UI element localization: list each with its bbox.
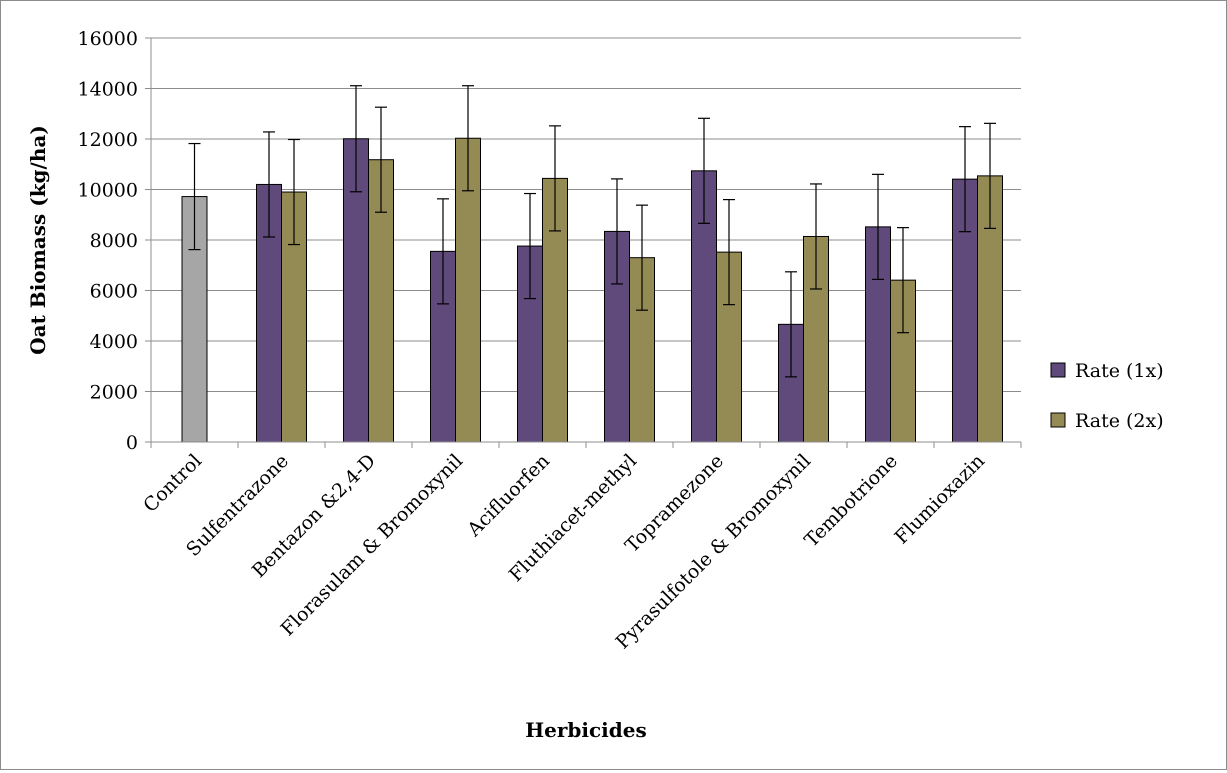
- y-tick-label: 8000: [90, 230, 138, 252]
- y-tick-label: 4000: [90, 331, 138, 353]
- legend: Rate (1x) Rate (2x): [1050, 360, 1164, 432]
- x-category-label: Control: [139, 450, 206, 517]
- error-bars: [188, 85, 996, 378]
- x-category-label: Acifluorfen: [463, 450, 554, 541]
- x-category-label: Florasulam & Bromoxynil: [277, 450, 467, 640]
- y-tick-label: 16000: [78, 28, 138, 50]
- y-axis-title: Oat Biomass (kg/ha): [26, 125, 50, 355]
- legend-swatch: [1050, 362, 1066, 378]
- y-tick-label: 10000: [78, 180, 138, 202]
- x-category-label: Flumioxazin: [890, 450, 989, 549]
- y-tick-label: 12000: [78, 129, 138, 151]
- x-category-label: Pyrasulfotole & Bromoxynil: [612, 450, 815, 653]
- legend-label: Rate (2x): [1075, 410, 1164, 432]
- legend-label: Rate (1x): [1075, 360, 1164, 382]
- y-tick-label: 0: [126, 432, 138, 454]
- y-tick-label: 14000: [78, 79, 138, 101]
- axes: [145, 37, 1022, 448]
- y-tick-label: 2000: [90, 382, 138, 404]
- y-tick-label: 6000: [90, 281, 138, 303]
- y-tick-labels: 0 2000 4000 6000 8000 10000 12000 14000 16000: [78, 28, 138, 454]
- x-category-label: Tembotrione: [800, 450, 902, 552]
- legend-swatch: [1050, 412, 1066, 428]
- x-axis-title: Herbicides: [525, 718, 646, 742]
